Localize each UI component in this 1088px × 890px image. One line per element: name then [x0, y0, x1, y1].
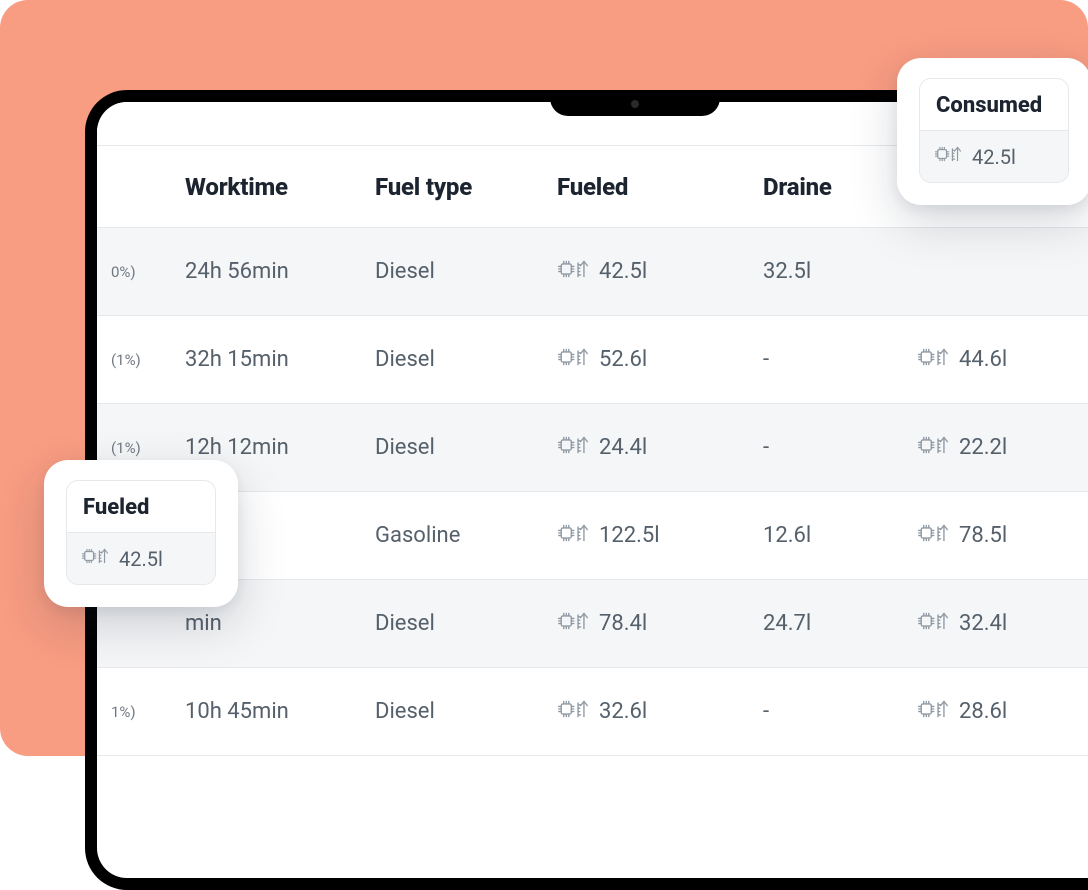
drained-cell: -	[757, 699, 917, 724]
consumed-cell: 44.6l	[917, 344, 1007, 376]
chip-arrow-icon	[917, 696, 949, 728]
chip-arrow-icon	[557, 608, 589, 640]
drained-cell: 32.5l	[757, 259, 917, 284]
fueled-value: 24.4l	[599, 435, 647, 460]
chip-arrow-icon	[917, 520, 949, 552]
table-row[interactable]: minDiesel 78.4l 24.7l 32.4l	[97, 580, 1088, 668]
table-row[interactable]: minGasoline122.5l12.6l78.5l	[97, 492, 1088, 580]
chip-arrow-icon	[917, 608, 949, 640]
device-camera	[631, 100, 639, 108]
fuel-type-cell: Diesel	[367, 259, 557, 284]
consumed-value: 78.5l	[959, 523, 1007, 548]
worktime-cell: 10h 45min	[167, 699, 367, 724]
consumed-cell: 78.5l	[917, 520, 1007, 552]
fueled-cell: 52.6l	[557, 344, 647, 376]
drained-cell: -	[757, 435, 917, 460]
worktime-cell: 24h 56min	[167, 259, 367, 284]
fuel-type-cell: Diesel	[367, 347, 557, 372]
drained-cell: 12.6l	[757, 523, 917, 548]
fueled-value: 122.5l	[599, 523, 660, 548]
worktime-cell: 32h 15min	[167, 347, 367, 372]
fueled-card-value: 42.5l	[81, 545, 163, 572]
fueled-cell: 122.5l	[557, 520, 660, 552]
consumed-cell: 22.2l	[917, 432, 1007, 464]
fueled-cell: 32.6l	[557, 696, 647, 728]
fueled-value-text: 42.5l	[119, 547, 163, 571]
chip-arrow-icon	[557, 344, 589, 376]
drained-cell: -	[757, 347, 917, 372]
consumed-value: 28.6l	[959, 699, 1007, 724]
pct-cell: (1%)	[97, 439, 167, 457]
fuel-type-cell: Diesel	[367, 611, 557, 636]
fueled-card-title: Fueled	[67, 481, 215, 532]
worktime-cell: 12h 12min	[167, 435, 367, 460]
table-row[interactable]: (1%)32h 15minDiesel 52.6l - 44.6l	[97, 316, 1088, 404]
fuel-type-cell: Diesel	[367, 435, 557, 460]
consumed-value: 44.6l	[959, 347, 1007, 372]
pct-cell: (1%)	[97, 351, 167, 369]
background-canvas: Worktime Fuel type Fueled Draine 0%)24h …	[0, 0, 1088, 756]
table-row[interactable]: 1%)10h 45minDiesel 32.6l - 28.6l	[97, 668, 1088, 756]
chip-arrow-icon	[917, 344, 949, 376]
table-row[interactable]: 0%)24h 56minDiesel 42.5l 32.5l	[97, 228, 1088, 316]
table-row[interactable]: (1%)12h 12minDiesel 24.4l - 22.2l	[97, 404, 1088, 492]
consumed-value: 32.4l	[959, 611, 1007, 636]
fueled-value: 52.6l	[599, 347, 647, 372]
fueled-value: 42.5l	[599, 259, 647, 284]
consumed-card-value: 42.5l	[934, 143, 1016, 170]
fuel-table: Worktime Fuel type Fueled Draine 0%)24h …	[97, 146, 1088, 756]
chip-arrow-icon	[934, 143, 962, 170]
header-fuel-type[interactable]: Fuel type	[367, 173, 557, 201]
fuel-type-cell: Diesel	[367, 699, 557, 724]
fueled-cell: 24.4l	[557, 432, 647, 464]
fueled-card: Fueled 42.5l	[44, 460, 238, 607]
fueled-cell: 78.4l	[557, 608, 647, 640]
fueled-cell: 42.5l	[557, 256, 647, 288]
fueled-value: 32.6l	[599, 699, 647, 724]
consumed-value-text: 42.5l	[972, 145, 1016, 169]
chip-arrow-icon	[81, 545, 109, 572]
pct-cell: 0%)	[97, 263, 167, 281]
chip-arrow-icon	[917, 432, 949, 464]
worktime-cell: min	[167, 611, 367, 636]
consumed-value: 22.2l	[959, 435, 1007, 460]
drained-cell: 24.7l	[757, 611, 917, 636]
fueled-value: 78.4l	[599, 611, 647, 636]
consumed-card: Consumed 42.5l	[897, 58, 1088, 205]
consumed-cell: 32.4l	[917, 608, 1007, 640]
chip-arrow-icon	[557, 256, 589, 288]
header-fueled[interactable]: Fueled	[557, 173, 757, 201]
consumed-cell: 28.6l	[917, 696, 1007, 728]
fuel-type-cell: Gasoline	[367, 523, 557, 548]
chip-arrow-icon	[557, 432, 589, 464]
chip-arrow-icon	[557, 696, 589, 728]
device-screen: Worktime Fuel type Fueled Draine 0%)24h …	[97, 102, 1088, 878]
header-worktime[interactable]: Worktime	[167, 173, 367, 201]
chip-arrow-icon	[557, 520, 589, 552]
pct-cell: 1%)	[97, 703, 167, 721]
consumed-card-title: Consumed	[920, 79, 1068, 130]
header-drained[interactable]: Draine	[757, 173, 917, 201]
